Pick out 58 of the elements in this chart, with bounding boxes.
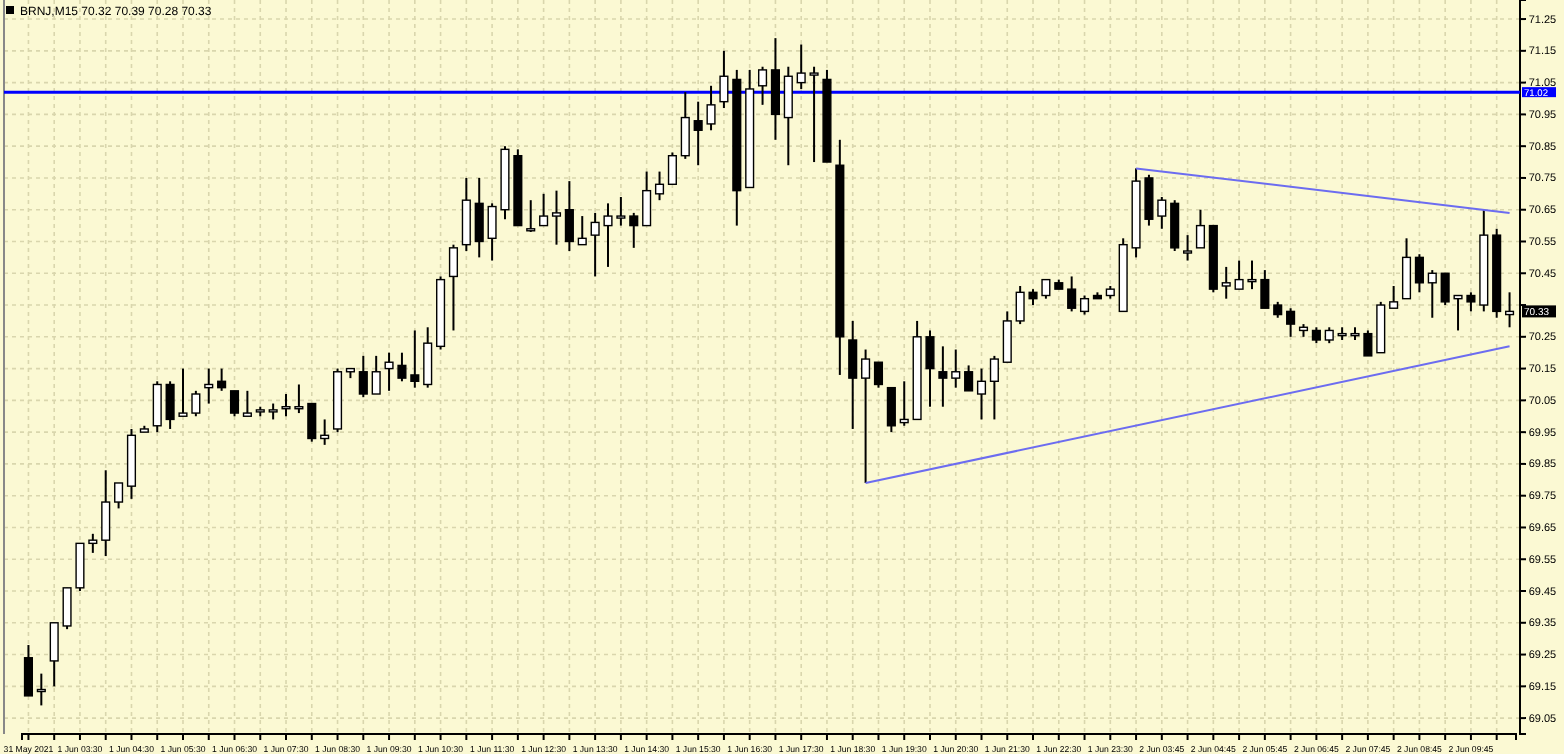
candlestick bbox=[1195, 208, 1206, 249]
candlestick bbox=[114, 481, 124, 510]
candlestick bbox=[539, 192, 549, 227]
candlestick bbox=[770, 37, 780, 141]
candlestick bbox=[1401, 237, 1412, 300]
candlestick bbox=[899, 380, 909, 427]
candlestick bbox=[577, 215, 587, 246]
candlestick bbox=[848, 319, 858, 430]
candlestick bbox=[1183, 234, 1193, 262]
candlestick bbox=[1002, 310, 1012, 364]
candlestick bbox=[629, 211, 639, 249]
candlestick bbox=[1170, 199, 1180, 253]
candlestick bbox=[964, 364, 974, 392]
candlestick bbox=[1427, 269, 1437, 319]
candlestick bbox=[474, 176, 484, 259]
candlestick bbox=[989, 354, 999, 421]
candlestick bbox=[654, 170, 665, 202]
candlestick bbox=[371, 354, 381, 396]
candlestick bbox=[204, 367, 214, 405]
candlestick bbox=[1376, 300, 1386, 354]
candlestick bbox=[152, 380, 162, 434]
candlestick bbox=[861, 348, 871, 484]
candlestick bbox=[719, 49, 729, 110]
candlestick bbox=[320, 418, 330, 446]
candlestick bbox=[809, 65, 819, 164]
candlestick bbox=[229, 389, 240, 418]
candlestick bbox=[461, 176, 471, 253]
candlestick bbox=[217, 367, 227, 392]
candlestick bbox=[358, 354, 368, 399]
candlestick bbox=[796, 43, 806, 90]
candlestick bbox=[1221, 265, 1231, 300]
candlestick bbox=[1389, 284, 1399, 310]
candlestick bbox=[1286, 307, 1296, 338]
candlestick bbox=[886, 386, 896, 434]
candlestick bbox=[49, 621, 59, 688]
candlestick bbox=[642, 170, 652, 227]
candlestick bbox=[101, 469, 111, 558]
candlestick bbox=[783, 65, 793, 167]
candlestick bbox=[242, 389, 252, 418]
candlestick bbox=[448, 243, 459, 332]
candlestick bbox=[951, 348, 961, 389]
candlestick bbox=[667, 151, 677, 186]
candlestick bbox=[564, 180, 574, 253]
candlestick bbox=[1414, 253, 1424, 294]
candlestick bbox=[873, 361, 884, 389]
candlestick bbox=[36, 672, 46, 707]
candlestick bbox=[680, 91, 690, 160]
candlestick bbox=[938, 345, 948, 408]
candlestick bbox=[758, 65, 768, 106]
candlestick bbox=[23, 644, 33, 697]
candlestick bbox=[1067, 275, 1077, 313]
candlestick bbox=[1079, 294, 1090, 316]
candlestick bbox=[976, 367, 987, 421]
candlestick bbox=[423, 326, 433, 389]
candlestick bbox=[526, 199, 536, 233]
candlestick bbox=[551, 189, 562, 246]
candlestick bbox=[1505, 291, 1515, 329]
candlestick bbox=[307, 402, 317, 443]
